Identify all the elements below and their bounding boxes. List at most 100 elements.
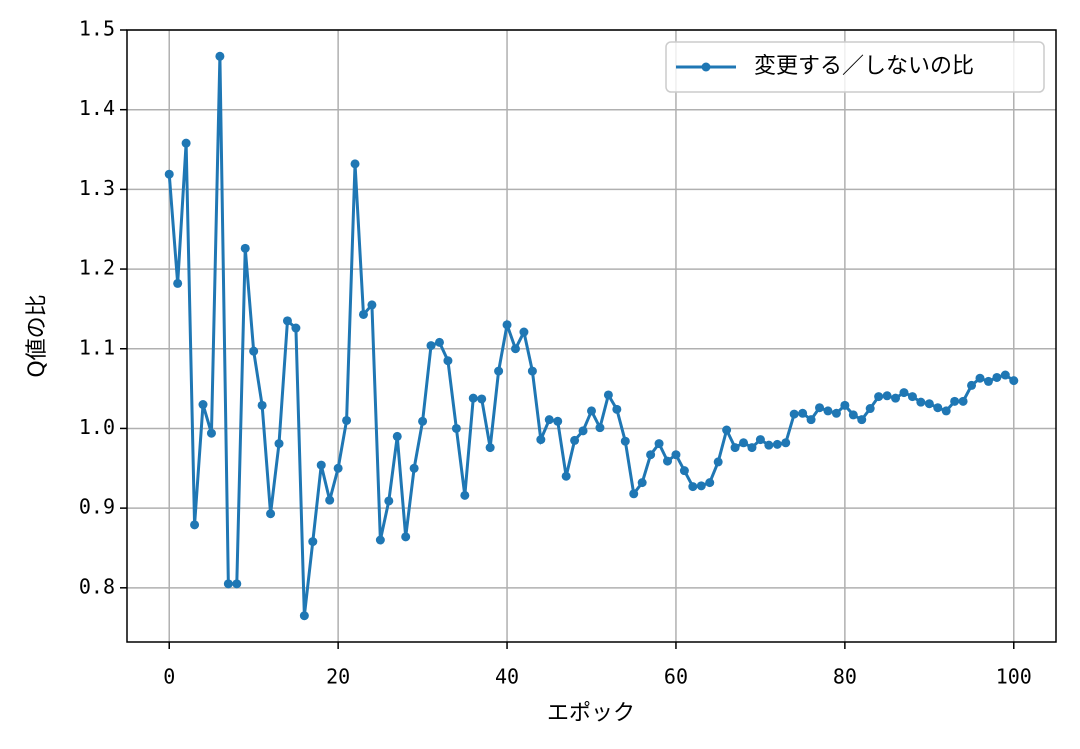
marker: [975, 373, 985, 383]
marker: [536, 435, 546, 445]
marker: [409, 463, 419, 473]
y-tick-label: 1.1: [79, 335, 115, 359]
marker: [958, 396, 968, 406]
y-tick-label: 1.5: [79, 17, 115, 41]
marker: [308, 537, 318, 547]
marker: [882, 391, 892, 401]
marker: [367, 300, 377, 310]
marker: [924, 399, 934, 409]
marker: [941, 406, 951, 416]
marker: [434, 337, 444, 347]
marker: [544, 415, 554, 425]
y-axis-label: Q値の比: [25, 294, 50, 377]
marker: [595, 423, 605, 433]
x-tick-label: 80: [833, 665, 857, 689]
y-tick-label: 1.3: [79, 176, 115, 200]
marker: [240, 243, 250, 253]
marker: [747, 443, 757, 453]
marker: [992, 372, 1002, 382]
marker: [468, 393, 478, 403]
marker: [274, 439, 284, 449]
marker: [291, 323, 301, 333]
marker: [375, 535, 385, 545]
marker: [477, 394, 487, 404]
marker: [502, 320, 512, 330]
marker: [950, 396, 960, 406]
marker: [755, 435, 765, 445]
marker: [384, 496, 394, 506]
line: [167, 56, 1015, 616]
x-tick-label: 100: [996, 665, 1032, 689]
y-tick-label: 1.0: [79, 415, 115, 439]
legend-box: [665, 41, 1045, 93]
marker: [722, 425, 732, 435]
marker: [418, 416, 428, 426]
marker: [772, 439, 782, 449]
marker: [350, 159, 360, 169]
marker: [173, 278, 183, 288]
marker: [671, 450, 681, 460]
marker: [426, 341, 436, 351]
x-tick-label: 60: [664, 665, 688, 689]
marker: [358, 309, 368, 319]
marker: [1000, 370, 1010, 380]
marker: [561, 471, 571, 481]
marker: [848, 410, 858, 420]
marker: [223, 579, 233, 589]
marker: [510, 344, 520, 354]
marker: [789, 409, 799, 419]
marker: [865, 404, 875, 414]
marker: [840, 400, 850, 410]
marker: [891, 393, 901, 403]
marker: [451, 423, 461, 433]
marker: [181, 138, 191, 148]
marker: [342, 415, 352, 425]
marker: [831, 408, 841, 418]
marker: [629, 489, 639, 499]
marker: [325, 495, 335, 505]
marker: [164, 169, 174, 179]
marker: [578, 426, 588, 436]
marker: [333, 463, 343, 473]
marker: [494, 366, 504, 376]
marker: [637, 478, 647, 488]
marker: [215, 51, 225, 61]
marker: [663, 456, 673, 466]
x-tick-label: 20: [326, 665, 350, 689]
marker: [603, 390, 613, 400]
marker: [392, 431, 402, 441]
marker: [823, 406, 833, 416]
marker: [443, 356, 453, 366]
marker: [249, 346, 259, 356]
marker: [299, 611, 309, 621]
marker: [553, 416, 563, 426]
x-axis-label: エポック: [547, 701, 635, 726]
legend-marker: [701, 62, 711, 72]
marker: [587, 406, 596, 416]
marker: [983, 376, 993, 386]
marker: [798, 408, 808, 418]
marker: [916, 397, 926, 407]
marker: [620, 436, 630, 446]
marker: [730, 443, 740, 453]
y-tick-label: 1.2: [79, 256, 115, 280]
marker: [612, 404, 622, 414]
marker: [646, 450, 656, 460]
marker: [874, 392, 884, 402]
marker: [190, 520, 200, 530]
marker: [519, 327, 529, 337]
marker: [739, 438, 749, 448]
marker: [266, 509, 276, 519]
marker: [806, 415, 816, 425]
marker: [705, 478, 715, 488]
x-tick-label: 0: [163, 665, 175, 689]
marker: [1009, 376, 1019, 386]
marker: [460, 490, 470, 500]
marker: [688, 482, 698, 492]
marker: [232, 579, 242, 589]
marker: [527, 366, 537, 376]
marker: [967, 380, 977, 390]
marker: [815, 403, 825, 413]
y-tick-label: 1.4: [79, 96, 115, 120]
x-tick-label: 40: [495, 665, 519, 689]
